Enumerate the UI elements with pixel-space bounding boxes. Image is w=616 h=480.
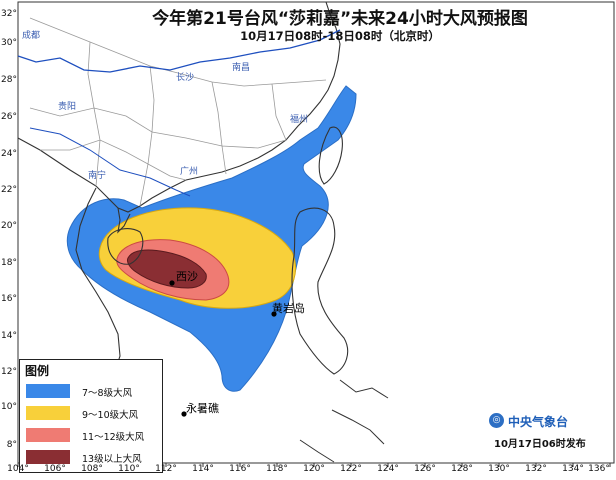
place-label-xisha: 西沙 <box>176 270 198 283</box>
x-tick-106: 106° <box>44 464 66 474</box>
x-tick-122: 122° <box>340 464 362 474</box>
place-label-yongshu: 永暑礁 <box>186 402 219 415</box>
y-tick-14: 14° <box>1 331 17 341</box>
mainland-coastline <box>17 1 341 213</box>
yongshu-marker <box>181 411 187 417</box>
philippines-luzon <box>291 207 349 375</box>
province-borders <box>29 17 327 207</box>
y-tick-32: 32° <box>1 9 17 19</box>
x-tick-136: 136° <box>588 464 610 474</box>
huangyan-marker <box>271 311 277 317</box>
legend-swatch-13-plus <box>26 450 70 464</box>
x-tick-132: 132° <box>525 464 547 474</box>
legend-title: 图例 <box>25 364 50 378</box>
city-label-chengdu: 成都 <box>22 31 41 41</box>
city-label-guiyang: 贵阳 <box>58 102 77 112</box>
x-tick-104: 104° <box>7 464 29 474</box>
philippines-islands <box>299 379 389 463</box>
y-tick-24: 24° <box>1 149 17 159</box>
y-tick-28: 28° <box>1 75 17 85</box>
x-tick-128: 128° <box>451 464 473 474</box>
issued-time: 10月17日06时发布 <box>494 439 586 450</box>
y-tick-12: 12° <box>1 367 17 377</box>
y-tick-10: 10° <box>1 402 17 412</box>
leizhou-peninsula <box>117 207 131 234</box>
x-tick-118: 118° <box>266 464 288 474</box>
legend-row-13-plus: 13级以上大风 <box>26 448 160 466</box>
city-label-changsha: 长沙 <box>176 73 195 83</box>
legend-row-11-12: 11～12级大风 <box>26 426 160 444</box>
legend-swatch-9-10 <box>26 406 70 420</box>
legend-label-7-8: 7～8级大风 <box>82 388 133 399</box>
place-label-huangyan: 黄岩岛 <box>272 302 305 315</box>
map-title: 今年第21号台风“莎莉嘉”未来24小时大风预报图 <box>152 9 528 29</box>
river-pearl <box>29 127 191 197</box>
map-frame <box>17 1 615 464</box>
x-tick-120: 120° <box>303 464 325 474</box>
river-yangtze <box>17 29 341 73</box>
issuer-name: 中央气象台 <box>508 415 569 429</box>
legend-box: 图例 7～8级大风 9～10级大风 11～12级大风 13级以上大风 <box>19 359 163 473</box>
y-tick-22: 22° <box>1 185 17 195</box>
zone-13-plus <box>127 249 207 289</box>
city-label-nanning: 南宁 <box>88 171 107 181</box>
y-tick-8: 8° <box>6 440 17 450</box>
x-tick-130: 130° <box>488 464 510 474</box>
legend-swatch-7-8 <box>26 384 70 398</box>
x-tick-116: 116° <box>229 464 251 474</box>
city-label-nanchang: 南昌 <box>232 63 251 73</box>
x-tick-114: 114° <box>192 464 214 474</box>
city-label-fuzhou: 福州 <box>290 115 309 125</box>
xisha-marker <box>169 280 175 286</box>
y-tick-30: 30° <box>1 38 17 48</box>
y-tick-26: 26° <box>1 112 17 122</box>
x-tick-126: 126° <box>414 464 436 474</box>
taiwan-island <box>318 126 343 185</box>
city-label-guangzhou: 广州 <box>180 167 199 177</box>
x-tick-124: 124° <box>377 464 399 474</box>
legend-row-9-10: 9～10级大风 <box>26 404 160 422</box>
legend-swatch-11-12 <box>26 428 70 442</box>
x-tick-134: 134° <box>562 464 584 474</box>
map-subtitle: 10月17日08时-18日08时（北京时） <box>240 29 440 43</box>
y-tick-18: 18° <box>1 258 17 268</box>
legend-label-11-12: 11～12级大风 <box>82 432 145 443</box>
hainan-island <box>107 228 144 265</box>
y-tick-16: 16° <box>1 294 17 304</box>
x-tick-110: 110° <box>118 464 140 474</box>
x-tick-112: 112° <box>155 464 177 474</box>
x-tick-108: 108° <box>81 464 103 474</box>
cma-logo-icon: ◎ <box>489 413 504 428</box>
legend-row-7-8: 7～8级大风 <box>26 382 160 400</box>
legend-label-13-plus: 13级以上大风 <box>82 454 142 465</box>
y-tick-20: 20° <box>1 221 17 231</box>
legend-label-9-10: 9～10级大风 <box>82 410 139 421</box>
